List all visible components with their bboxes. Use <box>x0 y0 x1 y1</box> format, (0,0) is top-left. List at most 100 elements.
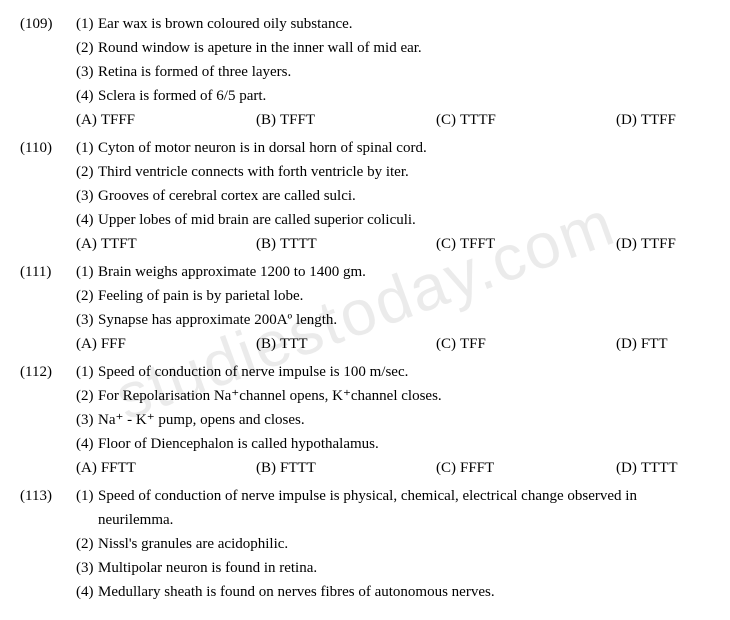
statement: (3)Na⁺ - K⁺ pump, opens and closes. <box>76 408 710 432</box>
statement: (4)Sclera is formed of 6/5 part. <box>76 84 710 108</box>
option-label: (B) <box>256 456 276 480</box>
option-label: (C) <box>436 108 456 132</box>
statement-number: (3) <box>76 556 98 580</box>
statement-number: (2) <box>76 384 98 408</box>
option-value: TFF <box>460 332 486 356</box>
statement-row: (4)Upper lobes of mid brain are called s… <box>20 208 710 232</box>
option-value: TTT <box>280 332 308 356</box>
option-value: FFTT <box>101 456 136 480</box>
statement: (1)Speed of conduction of nerve impulse … <box>76 360 710 384</box>
options-row: (A)TFFF(B)TFFT(C)TTTF(D)TTFF <box>20 108 710 132</box>
option-label: (B) <box>256 332 276 356</box>
option-c: (C)TFFT <box>436 232 616 256</box>
options-row: (A)FFTT(B)FTTT(C)FFFT(D)TTTT <box>20 456 710 480</box>
statement: (3)Retina is formed of three layers. <box>76 60 710 84</box>
statement-row: (110)(1)Cyton of motor neuron is in dors… <box>20 136 710 160</box>
statement: (4)Medullary sheath is found on nerves f… <box>76 580 710 604</box>
statement: (1)Brain weighs approximate 1200 to 1400… <box>76 260 710 284</box>
options: (A)FFTT(B)FTTT(C)FFFT(D)TTTT <box>76 456 710 480</box>
option-d: (D)TTFF <box>616 108 710 132</box>
statement-number: (3) <box>76 408 98 432</box>
statement-text: Sclera is formed of 6/5 part. <box>98 84 710 108</box>
option-value: TFFF <box>101 108 135 132</box>
option-value: TTTT <box>641 456 678 480</box>
statement-text: Na⁺ - K⁺ pump, opens and closes. <box>98 408 710 432</box>
options-row: (A)TTFT(B)TTTT (C)TFFT(D)TTFF <box>20 232 710 256</box>
option-value: TTTT <box>280 232 317 256</box>
statement-number: (4) <box>76 580 98 604</box>
option-label: (D) <box>616 232 637 256</box>
option-label: (A) <box>76 332 97 356</box>
statement: (4)Floor of Diencephalon is called hypot… <box>76 432 710 456</box>
statement-number: (4) <box>76 432 98 456</box>
statement-text: Synapse has approximate 200Aº length. <box>98 308 710 332</box>
statement-row: (4)Sclera is formed of 6/5 part. <box>20 84 710 108</box>
statement-text: Grooves of cerebral cortex are called su… <box>98 184 710 208</box>
option-c: (C)TFF <box>436 332 616 356</box>
option-label: (B) <box>256 108 276 132</box>
statement-row: (2)Nissl's granules are acidophilic. <box>20 532 710 556</box>
option-b: (B)TTT <box>256 332 436 356</box>
option-label: (B) <box>256 232 276 256</box>
statement-number: (1) <box>76 360 98 384</box>
statement: (1)Speed of conduction of nerve impulse … <box>76 484 710 532</box>
statement-row: (2)Third ventricle connects with forth v… <box>20 160 710 184</box>
statement-text: Brain weighs approximate 1200 to 1400 gm… <box>98 260 710 284</box>
option-c: (C)TTTF <box>436 108 616 132</box>
question-number-cell: (110) <box>20 136 76 160</box>
statement: (1)Cyton of motor neuron is in dorsal ho… <box>76 136 710 160</box>
statement-row: (2)Round window is apeture in the inner … <box>20 36 710 60</box>
statement-row: (4)Floor of Diencephalon is called hypot… <box>20 432 710 456</box>
question: (110)(1)Cyton of motor neuron is in dors… <box>20 136 710 256</box>
question: (113)(1)Speed of conduction of nerve imp… <box>20 484 710 604</box>
statement-number: (1) <box>76 12 98 36</box>
statement: (2)Nissl's granules are acidophilic. <box>76 532 710 556</box>
options-row: (A)FFF(B)TTT(C)TFF(D)FTT <box>20 332 710 356</box>
option-a: (A)TTFT <box>76 232 256 256</box>
options: (A)FFF(B)TTT(C)TFF(D)FTT <box>76 332 710 356</box>
statement-number: (1) <box>76 136 98 160</box>
option-a: (A)FFTT <box>76 456 256 480</box>
questions-container: (109)(1)Ear wax is brown coloured oily s… <box>20 12 710 604</box>
statement: (4)Upper lobes of mid brain are called s… <box>76 208 710 232</box>
question-number-cell: (112) <box>20 360 76 384</box>
statement-text: For Repolarisation Na⁺channel opens, K⁺c… <box>98 384 710 408</box>
statement: (3)Synapse has approximate 200Aº length. <box>76 308 710 332</box>
statement-number: (4) <box>76 84 98 108</box>
option-value: TTTF <box>460 108 496 132</box>
statement-number: (2) <box>76 36 98 60</box>
statement-text: Medullary sheath is found on nerves fibr… <box>98 580 710 604</box>
statement-row: (4)Medullary sheath is found on nerves f… <box>20 580 710 604</box>
statement-number: (4) <box>76 208 98 232</box>
statement: (2)Round window is apeture in the inner … <box>76 36 710 60</box>
statement-number: (2) <box>76 284 98 308</box>
option-c: (C)FFFT <box>436 456 616 480</box>
statement-number: (2) <box>76 160 98 184</box>
statement: (3)Grooves of cerebral cortex are called… <box>76 184 710 208</box>
statement-text: Third ventricle connects with forth vent… <box>98 160 710 184</box>
option-value: FFF <box>101 332 126 356</box>
statement: (1)Ear wax is brown coloured oily substa… <box>76 12 710 36</box>
option-value: FTTT <box>280 456 316 480</box>
statement-text: Speed of conduction of nerve impulse is … <box>98 484 710 532</box>
option-a: (A)FFF <box>76 332 256 356</box>
option-value: TTFF <box>641 108 676 132</box>
option-label: (D) <box>616 332 637 356</box>
option-value: FFFT <box>460 456 494 480</box>
statement-row: (3)Retina is formed of three layers. <box>20 60 710 84</box>
option-label: (A) <box>76 232 97 256</box>
statement: (2)Feeling of pain is by parietal lobe. <box>76 284 710 308</box>
option-value: FTT <box>641 332 668 356</box>
option-label: (C) <box>436 456 456 480</box>
question-number-cell: (111) <box>20 260 76 284</box>
statement-number: (3) <box>76 60 98 84</box>
option-d: (D)TTFF <box>616 232 710 256</box>
statement: (3)Multipolar neuron is found in retina. <box>76 556 710 580</box>
option-label: (C) <box>436 332 456 356</box>
question-number-cell: (113) <box>20 484 76 508</box>
statement-text: Round window is apeture in the inner wal… <box>98 36 710 60</box>
option-label: (D) <box>616 108 637 132</box>
statement-text: Upper lobes of mid brain are called supe… <box>98 208 710 232</box>
option-b: (B)FTTT <box>256 456 436 480</box>
option-label: (C) <box>436 232 456 256</box>
